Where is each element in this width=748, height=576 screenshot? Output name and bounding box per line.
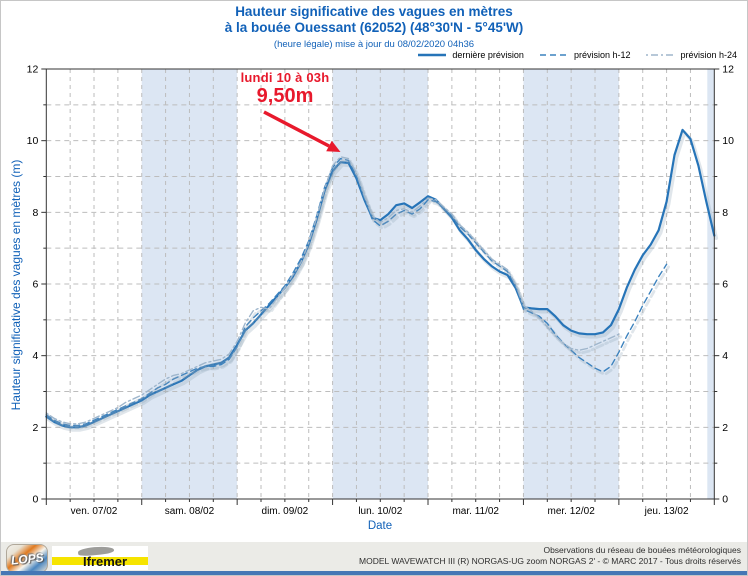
credit-line-model: MODEL WAVEWATCH III (R) NORGAS-UG zoom N… — [359, 556, 741, 566]
series-shadow-derniere-prevision — [46, 130, 719, 432]
title-block: Hauteur significative des vagues en mètr… — [1, 4, 747, 50]
lops-logo-text: LOPS — [10, 549, 44, 568]
series-shadow-prevision-h24 — [46, 158, 623, 428]
credit-line-observations: Observations du réseau de bouées météoro… — [543, 545, 741, 555]
legend-label: prévision h-24 — [680, 50, 737, 60]
lops-logo: LOPS — [6, 544, 48, 573]
x-day-label: lun. 10/02 — [358, 506, 402, 517]
ifremer-logo: Ifremer — [52, 545, 148, 570]
dashdot-line-sample-icon — [646, 54, 675, 56]
legend-label: dernière prévision — [452, 50, 524, 60]
series-prevision-h24 — [45, 156, 620, 425]
x-day-label: mer. 12/02 — [548, 506, 596, 517]
peak-annotation-value: 9,50m — [256, 85, 314, 107]
series-derniere-prevision — [45, 128, 716, 429]
peak-arrow-head-icon — [326, 140, 341, 152]
page-subtitle: (heure légale) mise à jour du 08/02/2020… — [273, 39, 475, 50]
y-tick-label: 12 — [722, 64, 734, 76]
y-tick-label: 6 — [722, 279, 728, 291]
y-tick-label: 4 — [722, 350, 728, 362]
legend-item-prevision-h24: prévision h-24 — [645, 50, 737, 60]
y-tick-label: 0 — [722, 494, 728, 506]
legend-item-prevision-h12: prévision h-12 — [539, 50, 631, 60]
y-tick-label: 10 — [722, 135, 734, 147]
x-day-label: jeu. 13/02 — [644, 506, 689, 517]
peak-arrow-shaft — [263, 110, 330, 148]
legend-item-derniere-prevision: dernière prévision — [417, 50, 524, 60]
legend: dernière prévision prévision h-12 prévis… — [417, 50, 737, 60]
x-day-label: ven. 07/02 — [71, 506, 118, 517]
y-tick-label: 12 — [27, 64, 39, 76]
credits: Observations du réseau de bouées météoro… — [359, 545, 741, 567]
x-day-label: mar. 11/02 — [452, 506, 499, 517]
right-edge-band — [707, 69, 715, 499]
y-tick-label: 0 — [32, 494, 38, 506]
peak-annotation-time: lundi 10 à 03h — [240, 70, 330, 85]
x-day-label: sam. 08/02 — [165, 506, 215, 517]
y-tick-label: 2 — [32, 422, 38, 434]
peak-annotation: lundi 10 à 03h 9,50m — [241, 70, 330, 108]
series-prevision-h12 — [45, 157, 668, 427]
ifremer-logo-text: Ifremer — [83, 554, 128, 569]
x-axis-title: Date — [367, 520, 393, 532]
y-tick-label: 8 — [32, 207, 38, 219]
y-axis-title: Hauteur significative des vagues en mètr… — [9, 159, 23, 411]
legend-label: prévision h-12 — [573, 50, 631, 60]
y-tick-label: 6 — [32, 279, 38, 291]
x-day-label: dim. 09/02 — [262, 506, 309, 517]
footer-bar: LOPS Ifremer Observations du réseau de b… — [1, 542, 747, 573]
solid-line-sample-icon — [418, 53, 447, 57]
dashed-line-sample-icon — [539, 54, 568, 56]
bottom-blue-bar — [1, 571, 747, 575]
page-title-line2: à la bouée Ouessant (62052) (48°30'N - 5… — [224, 20, 524, 35]
page-title-line1: Hauteur significative des vagues en mètr… — [235, 4, 513, 19]
ifremer-yellow-stripe — [52, 557, 148, 565]
y-tick-label: 10 — [27, 135, 39, 147]
y-tick-label: 4 — [32, 350, 38, 362]
y-tick-label: 2 — [722, 422, 728, 434]
y-tick-label: 8 — [722, 207, 728, 219]
